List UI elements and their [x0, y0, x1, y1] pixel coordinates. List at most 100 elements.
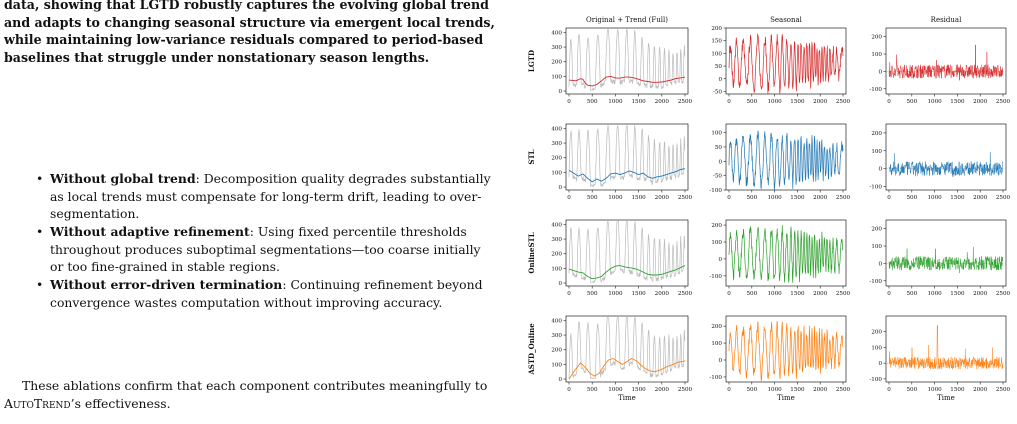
seasonal-line	[728, 320, 844, 382]
y-tick-label: 200	[551, 60, 562, 66]
plot-frame	[725, 27, 847, 95]
plot-frame	[885, 315, 1007, 383]
figure-svg: Original + Trend (Full) Seasonal Residual L…	[527, 16, 1011, 402]
residual-line	[888, 44, 1004, 81]
y-tick-label: 0	[878, 361, 882, 367]
y-tick-label: 200	[551, 252, 562, 258]
ablation-item: Without adaptive refinement: Using fixed…	[34, 223, 494, 276]
y-tick-label: -100	[869, 184, 882, 190]
y-tick-label: -50	[713, 89, 722, 95]
x-tick-label: 1500	[790, 291, 805, 297]
ablation-title: Without global trend	[50, 171, 196, 186]
x-axis-label: Time	[777, 394, 795, 402]
y-tick-label: 100	[711, 341, 722, 347]
y-tick-label: 50	[715, 145, 723, 151]
x-tick-label: 500	[746, 195, 757, 201]
method-name: AutoTrend	[4, 395, 71, 411]
figure-caption: data, showing that LGTD robustly capture…	[4, 0, 495, 65]
x-tick-label: 1500	[790, 387, 805, 393]
x-tick-label: 1500	[631, 99, 646, 105]
x-tick-label: 0	[567, 387, 571, 393]
y-tick-label: 50	[715, 64, 723, 70]
y-tick-label: 0	[718, 358, 722, 364]
x-tick-label: 2000	[655, 387, 670, 393]
decomposition-figure: Original + Trend (Full) Seasonal Residual L…	[522, 0, 1017, 424]
x-tick-label: 1500	[950, 195, 965, 201]
x-tick-label: 2000	[973, 99, 988, 105]
y-tick-label: 200	[551, 348, 562, 354]
y-tick-label: 100	[711, 51, 722, 57]
x-tick-label: 2000	[655, 99, 670, 105]
residual-line	[888, 246, 1004, 274]
y-tick-label: 200	[871, 330, 882, 336]
conclusion-text: These ablations confirm that each compon…	[22, 378, 488, 393]
x-tick-label: 1000	[927, 387, 942, 393]
y-tick-label: 200	[871, 131, 882, 137]
y-tick-label: 200	[711, 324, 722, 330]
x-tick-label: 2500	[678, 195, 693, 201]
column-title: Seasonal	[770, 16, 803, 24]
trend-line	[568, 265, 686, 280]
conclusion-paragraph: These ablations confirm that each compon…	[4, 377, 496, 412]
trend-line	[568, 75, 686, 87]
y-tick-label: 0	[558, 377, 562, 383]
x-tick-label: 2500	[836, 387, 851, 393]
x-tick-label: 1500	[631, 387, 646, 393]
x-tick-label: 500	[906, 99, 917, 105]
x-tick-label: 500	[587, 195, 598, 201]
x-tick-label: 2500	[836, 195, 851, 201]
x-tick-label: 500	[906, 195, 917, 201]
x-tick-label: 500	[746, 291, 757, 297]
x-tick-label: 2000	[973, 291, 988, 297]
residual-line	[888, 325, 1004, 370]
seasonal-line	[728, 224, 844, 283]
ablation-title: Without error-driven termination	[50, 277, 283, 292]
row-label: LGTD	[527, 50, 536, 72]
y-tick-label: -100	[709, 188, 722, 194]
y-tick-label: 400	[551, 30, 562, 36]
ablation-item: Without global trend: Decomposition qual…	[34, 170, 494, 223]
x-tick-label: 1500	[631, 195, 646, 201]
x-tick-label: 2500	[678, 291, 693, 297]
x-tick-label: 2500	[836, 291, 851, 297]
x-tick-label: 0	[727, 99, 731, 105]
x-tick-label: 2500	[996, 99, 1011, 105]
y-tick-label: 400	[551, 318, 562, 324]
plot-frame	[725, 315, 847, 383]
original-series-line	[568, 221, 686, 283]
x-tick-label: 0	[727, 195, 731, 201]
x-tick-label: 500	[746, 387, 757, 393]
y-tick-label: 100	[551, 74, 562, 80]
original-series-line	[568, 125, 686, 187]
ablation-list: Without global trend: Decomposition qual…	[34, 170, 494, 312]
x-tick-label: 2000	[655, 195, 670, 201]
y-tick-label: 0	[878, 167, 882, 173]
plot-frame	[565, 219, 689, 287]
plot-frame	[565, 27, 689, 95]
x-tick-label: 1000	[927, 195, 942, 201]
x-tick-label: 2500	[996, 387, 1011, 393]
x-tick-label: 0	[567, 291, 571, 297]
y-tick-label: 0	[718, 77, 722, 83]
row-label: ASTD_Online	[527, 323, 536, 376]
y-tick-label: 200	[711, 26, 722, 32]
original-series-line	[568, 29, 686, 91]
x-tick-label: 1000	[927, 99, 942, 105]
plot-frame	[725, 219, 847, 287]
original-series-line	[568, 317, 686, 379]
plot-frame	[565, 123, 689, 191]
ablation-item: Without error-driven termination: Contin…	[34, 276, 494, 311]
x-tick-label: 0	[887, 387, 891, 393]
text-column: data, showing that LGTD robustly capture…	[0, 0, 500, 424]
x-tick-label: 2000	[813, 291, 828, 297]
x-tick-label: 2000	[973, 387, 988, 393]
row-label: STL	[527, 149, 536, 164]
x-tick-label: 500	[587, 291, 598, 297]
y-tick-label: 200	[871, 35, 882, 41]
x-tick-label: 1000	[767, 387, 782, 393]
x-tick-label: 1500	[950, 99, 965, 105]
y-tick-label: 100	[871, 149, 882, 155]
y-tick-label: 0	[878, 69, 882, 75]
x-tick-label: 2000	[813, 195, 828, 201]
ablation-text: : Decomposition quality degrades substan…	[50, 171, 491, 221]
